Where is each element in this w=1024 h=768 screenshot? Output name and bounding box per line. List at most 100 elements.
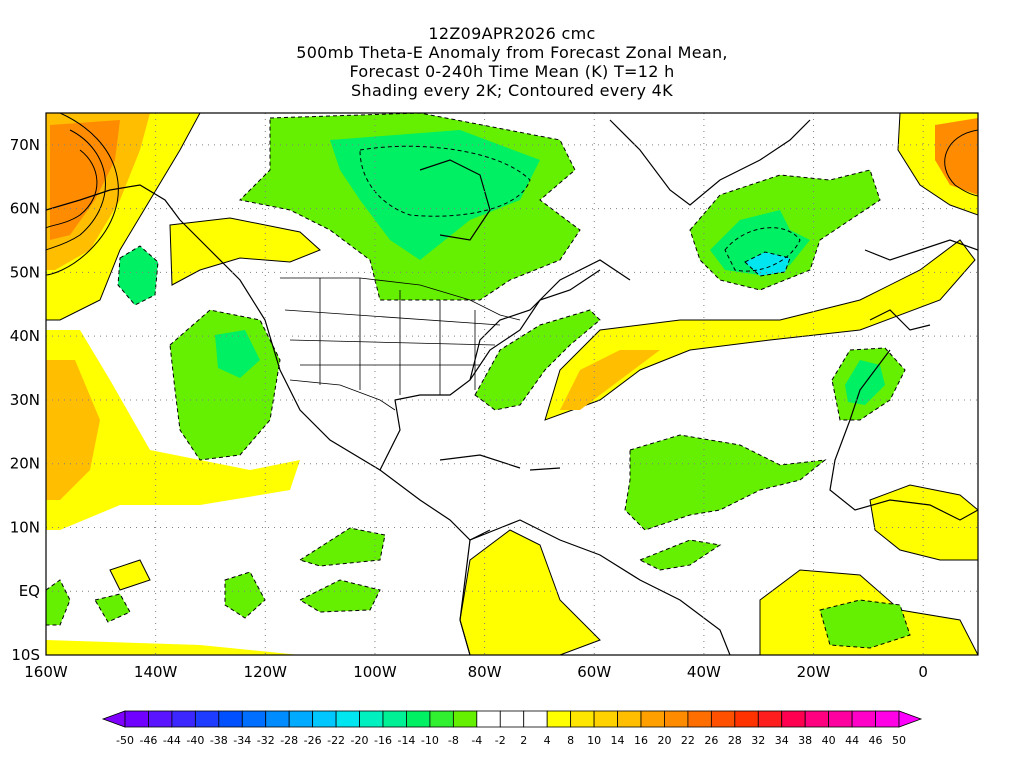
contour-lines [46,113,978,276]
alaska-contour-1 [46,113,119,276]
colorbar-swatch [452,710,478,728]
colorbar-swatch [335,710,360,728]
colorbar-swatch [664,710,689,728]
colorbar-label: -26 [304,734,322,747]
colorbar-swatch [194,710,220,728]
longitude-label: 120W [244,663,288,681]
iberia-coast [869,309,931,331]
north-atlantic-contour-dashed [724,227,801,272]
hudson-bay-coast [419,159,491,241]
longitude-label: 100W [353,663,397,681]
grid-lines [46,113,978,655]
south-atlantic-negative [819,599,911,649]
colorbar-swatch [241,710,267,728]
colorbar-label: -50 [116,734,134,747]
colorbar-swatch [804,710,830,728]
colorbar-swatch [312,710,337,728]
latitude-label: EQ [19,582,40,600]
cuba-coast [439,454,521,469]
latitude-label: 20N [10,455,40,473]
colorbar-label: -46 [139,734,157,747]
equatorial-negative-center [298,527,386,567]
colorbar-label: -2 [495,734,506,747]
colorbar-swatch [687,710,712,728]
us-state-lines-2 [284,309,501,366]
colorbar-label: 20 [657,734,671,747]
coastlines [46,119,978,655]
tropical-atlantic-negative [624,434,827,531]
colorbar-swatch [265,710,290,728]
colorbar-label: -20 [351,734,369,747]
alaska-contour-2 [46,129,106,251]
colorbar: -50 -46 -44 -40 -38 -34 -32 -28 -26 -22 -20 -16 -14-… [101,710,923,747]
colorbar-swatch [640,710,665,728]
colorbar-label: 26 [704,734,718,747]
title-line-4: Shading every 2K; Contoured every 4K [351,81,673,100]
equatorial-negative-east [638,539,722,571]
colorbar-label: 38 [798,734,812,747]
colorbar-label: -22 [327,734,345,747]
atlantic-positive-band [544,239,976,421]
colorbar-swatch [406,710,431,728]
longitude-label: 0 [918,663,928,681]
southern-pacific-positive [46,640,300,655]
alaska-coast [46,184,181,221]
alaska-warm-center [50,120,120,240]
plot-title: 12Z09APR2026 cmc 500mb Theta-E Anomaly f… [0,24,1024,100]
equatorial-negative-small-west [46,579,71,626]
colorbar-swatch [499,710,525,728]
colorbar-label: -40 [186,734,204,747]
colorbar-label: 46 [869,734,883,747]
colorbar-label: 22 [681,734,695,747]
colorbar-swatch [171,710,196,728]
latitude-label: 70N [10,136,40,154]
colorbar-label: 50 [892,734,906,747]
colorbar-swatch [382,710,407,728]
colorbar-label: 8 [567,734,574,747]
pacific-negative-west-core [215,330,260,378]
title-line-3: Forecast 0-240h Time Mean (K) T=12 h [349,62,675,81]
title-line-2: 500mb Theta-E Anomaly from Forecast Zona… [296,43,728,62]
colorbar-swatch [523,710,548,728]
latitude-label: 60N [10,200,40,218]
subtropical-pacific-positive [46,330,300,530]
africa-positive-region [869,484,978,561]
south-america-positive [459,529,601,655]
title-line-1: 12Z09APR2026 cmc [428,24,596,43]
pacific-negative-west [169,309,281,461]
colorbar-label: -38 [210,734,228,747]
colorbar-swatch [617,710,642,728]
atlantic-warm-core [560,350,660,410]
colorbar-swatch [710,710,736,728]
colorbar-swatch [124,710,149,728]
colorbar-swatch [148,710,173,728]
greenland-coast [609,119,811,206]
canada-negative-core [330,130,540,260]
colorbar-label: 32 [751,734,765,747]
north-america-east-coast [469,259,631,381]
map-frame [45,112,979,656]
central-america-coast [379,469,491,541]
colorbar-swatch [476,710,501,728]
colorbar-label: 44 [845,734,859,747]
colorbar-swatch [757,710,783,728]
bc-positive-band [169,217,321,286]
colorbar-label: 40 [822,734,836,747]
colorbar-label: 16 [634,734,648,747]
south-america-coast [469,519,731,655]
north-america-west-coast [179,219,601,471]
colorbar-label: 28 [728,734,742,747]
us-mexico-border [289,379,396,411]
equatorial-negative-small-mid [224,571,266,619]
colorbar-label: 14 [611,734,625,747]
arctic-atlantic-contour-1 [944,129,978,197]
colorbar-swatch [593,710,618,728]
arctic-atlantic-warm-core [935,118,978,195]
hispaniola-coast [529,467,561,471]
longitude-label: 20W [797,663,831,681]
latitude-label: 10S [11,646,40,664]
colorbar-label: -34 [233,734,251,747]
subtropical-pacific-warm-core [46,360,100,500]
colorbar-swatch [288,710,314,728]
